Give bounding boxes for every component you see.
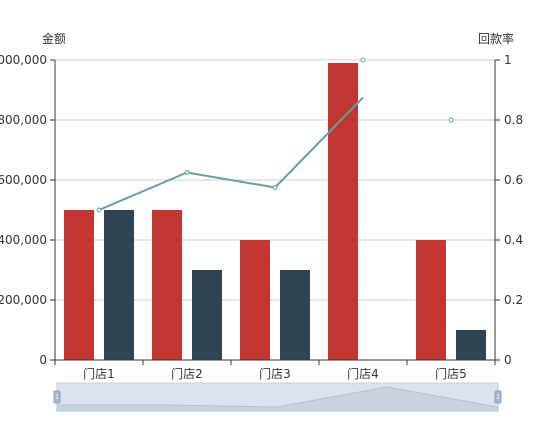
- data-zoom-slider[interactable]: [53, 382, 502, 412]
- right-tick-label: 0.2: [504, 293, 523, 307]
- left-tick-label: 200,000: [0, 293, 47, 307]
- line-marker-1: [360, 57, 366, 63]
- line-point-1: [96, 207, 102, 213]
- bars-layer: [64, 63, 486, 360]
- x-tick-label: 门店3: [259, 366, 291, 381]
- line-marker-2: [448, 117, 454, 123]
- data-zoom-right-handle[interactable]: [494, 390, 502, 404]
- x-tick-label: 门店5: [435, 366, 467, 381]
- bar-s2-1: [104, 210, 134, 360]
- right-tick-label: 0.8: [504, 113, 523, 127]
- bar-s1-5: [416, 240, 446, 360]
- bar-s1-2: [152, 210, 182, 360]
- left-tick-label: 400,000: [0, 233, 47, 247]
- left-tick-label: 800,000: [0, 113, 47, 127]
- x-tick-label: 门店2: [171, 366, 203, 381]
- bar-s1-4: [328, 63, 358, 360]
- right-tick-label: 1: [504, 53, 512, 67]
- right-tick-label: 0.6: [504, 173, 523, 187]
- axes-layer: 0 200,000 400,000 600,000 800,000 1,000,000 0 0…: [0, 53, 523, 381]
- left-tick-label: 600,000: [0, 173, 47, 187]
- left-tick-label: 0: [39, 353, 47, 367]
- left-tick-label: 1,000,000: [0, 53, 47, 67]
- line-series: [98, 96, 364, 211]
- line-point-2: [184, 170, 190, 175]
- x-tick-label: 门店4: [347, 366, 379, 381]
- line-layer: [96, 57, 454, 213]
- right-tick-label: 0.4: [504, 233, 523, 247]
- bar-s1-1: [64, 210, 94, 360]
- data-zoom-preview: [56, 386, 499, 412]
- bar-s2-2: [192, 270, 222, 360]
- bar-s2-3: [280, 270, 310, 360]
- data-zoom-left-handle[interactable]: [53, 390, 61, 404]
- right-axis-title: 回款率: [478, 31, 514, 46]
- right-tick-label: 0: [504, 353, 512, 367]
- line-point-3: [272, 185, 278, 190]
- left-axis-title: 金额: [42, 31, 66, 46]
- bar-s1-3: [240, 240, 270, 360]
- bar-s2-5: [456, 330, 486, 360]
- x-tick-label: 门店1: [83, 366, 115, 381]
